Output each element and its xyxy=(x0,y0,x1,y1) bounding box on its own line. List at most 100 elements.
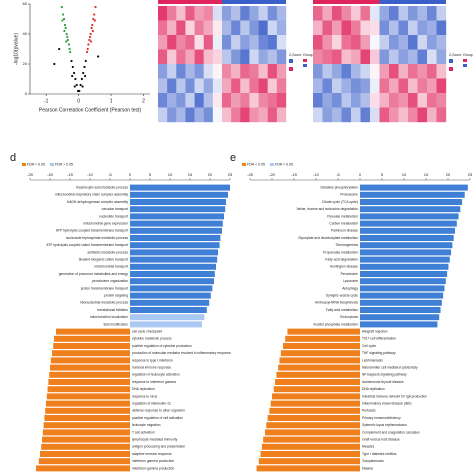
heat-cell xyxy=(176,93,186,108)
bar xyxy=(360,256,450,263)
heat-cell xyxy=(389,6,399,21)
category-label: Pertussis xyxy=(362,409,376,413)
heat-cell xyxy=(267,78,278,94)
heat-cell xyxy=(222,6,232,21)
heat-cell xyxy=(212,64,223,79)
heat-cell xyxy=(351,78,361,94)
bar xyxy=(256,465,360,472)
x-tick-label: 2 xyxy=(142,98,145,104)
bar xyxy=(53,343,131,349)
bar xyxy=(130,285,213,292)
heat-cell xyxy=(389,20,399,36)
bar xyxy=(130,242,220,249)
bar xyxy=(54,335,130,342)
category-label: Oxidative phosphorylation xyxy=(320,185,358,189)
point xyxy=(69,50,72,54)
heat-cell xyxy=(322,107,333,123)
bar xyxy=(287,328,360,335)
heat-cell xyxy=(167,107,177,123)
category-label: lipid modification xyxy=(104,322,129,326)
x-tick-label: -15 xyxy=(67,172,74,177)
bar xyxy=(260,451,360,457)
category-label: translational initiation xyxy=(97,308,128,312)
category-label: DNA replication xyxy=(132,387,155,391)
x-tick-label: -10 xyxy=(313,172,320,177)
category-label: lymphocyte mediated immunity xyxy=(132,437,178,441)
category-label: NADH dehydrogenase complex assembly xyxy=(67,200,128,204)
category-label: Parkinson disease xyxy=(331,229,358,233)
heat-cell xyxy=(203,49,214,65)
bar xyxy=(130,256,218,263)
category-label: Autoimmune thyroid disease xyxy=(362,380,404,384)
heat-cell xyxy=(408,93,418,108)
point xyxy=(78,89,81,93)
heat-cell xyxy=(427,6,437,21)
category-label: proton transmembrane transport xyxy=(81,286,128,290)
heat-cell xyxy=(222,107,232,123)
heat-cell xyxy=(249,93,259,108)
heat-cell xyxy=(267,49,278,65)
heat-cell xyxy=(408,107,418,123)
category-label: mitochondrial transport xyxy=(94,265,128,269)
bar xyxy=(130,271,215,277)
category-label: Synaptic vesicle cycle xyxy=(326,293,358,297)
bar xyxy=(56,328,130,335)
category-label: mitochondrion localization xyxy=(90,315,128,319)
category-label: Glyoxylate and dicarboxylate metabolism xyxy=(298,236,358,240)
bar xyxy=(50,357,130,364)
heat-cell xyxy=(436,49,447,65)
heat-cell xyxy=(332,78,342,94)
heat-cell xyxy=(240,20,250,36)
category-label: Valine, leucine and isoleucine degradati… xyxy=(296,207,358,211)
x-tick-label: 15 xyxy=(188,172,193,177)
x-tick-label: -5 xyxy=(336,172,340,177)
point xyxy=(81,85,84,88)
heat-cell xyxy=(351,64,361,79)
category-label: nucleotide transport xyxy=(99,214,128,218)
heat-cell xyxy=(212,35,223,50)
heat-cell xyxy=(332,49,342,65)
category-label: Malaria xyxy=(362,466,373,470)
heat-cell xyxy=(185,20,195,36)
heat-cell xyxy=(258,78,268,94)
heat-cell xyxy=(158,35,168,50)
x-tick-label: 1 xyxy=(110,98,113,104)
category-label: peroxisome organization xyxy=(92,279,128,283)
bar xyxy=(360,249,452,256)
bar xyxy=(47,386,130,393)
bar xyxy=(360,220,457,227)
heat-cell xyxy=(203,107,214,123)
heat-cell xyxy=(360,35,371,50)
category-label: Primary immunodeficiency xyxy=(362,416,401,420)
category-label: interferon-gamma production xyxy=(132,466,174,470)
heat-cell xyxy=(176,64,186,79)
heat-cell xyxy=(194,49,204,65)
category-label: adaptive immune response xyxy=(132,452,172,456)
heat-cell xyxy=(370,64,380,79)
x-tick-label: 20 xyxy=(208,172,213,177)
category-label: antigen processing and presentation xyxy=(132,445,185,449)
heat-cell xyxy=(436,20,447,36)
heat-cell xyxy=(231,93,241,108)
heat-cell xyxy=(322,6,333,21)
x-tick-label: -25 xyxy=(247,172,254,177)
category-label: Citrate cycle (TCA cycle) xyxy=(322,200,358,204)
point xyxy=(61,13,65,16)
x-tick-label: 5 xyxy=(149,172,152,177)
heat-cell xyxy=(185,64,195,79)
bar xyxy=(46,400,130,407)
heat-cell xyxy=(427,20,437,36)
heat-cell xyxy=(194,35,204,50)
heat-cell xyxy=(258,49,268,65)
heat-cell xyxy=(276,35,287,50)
category-label: cell cycle checkpoint xyxy=(132,329,162,333)
heat-cell xyxy=(322,35,333,50)
legend-swatch xyxy=(50,163,54,166)
heat-cell xyxy=(258,107,268,123)
bar xyxy=(279,357,360,364)
category-label: bivalent inorganic cation transport xyxy=(79,257,128,261)
bar xyxy=(130,278,214,285)
heat-cell xyxy=(222,78,232,94)
heat-cell xyxy=(212,107,223,123)
point xyxy=(67,43,71,46)
